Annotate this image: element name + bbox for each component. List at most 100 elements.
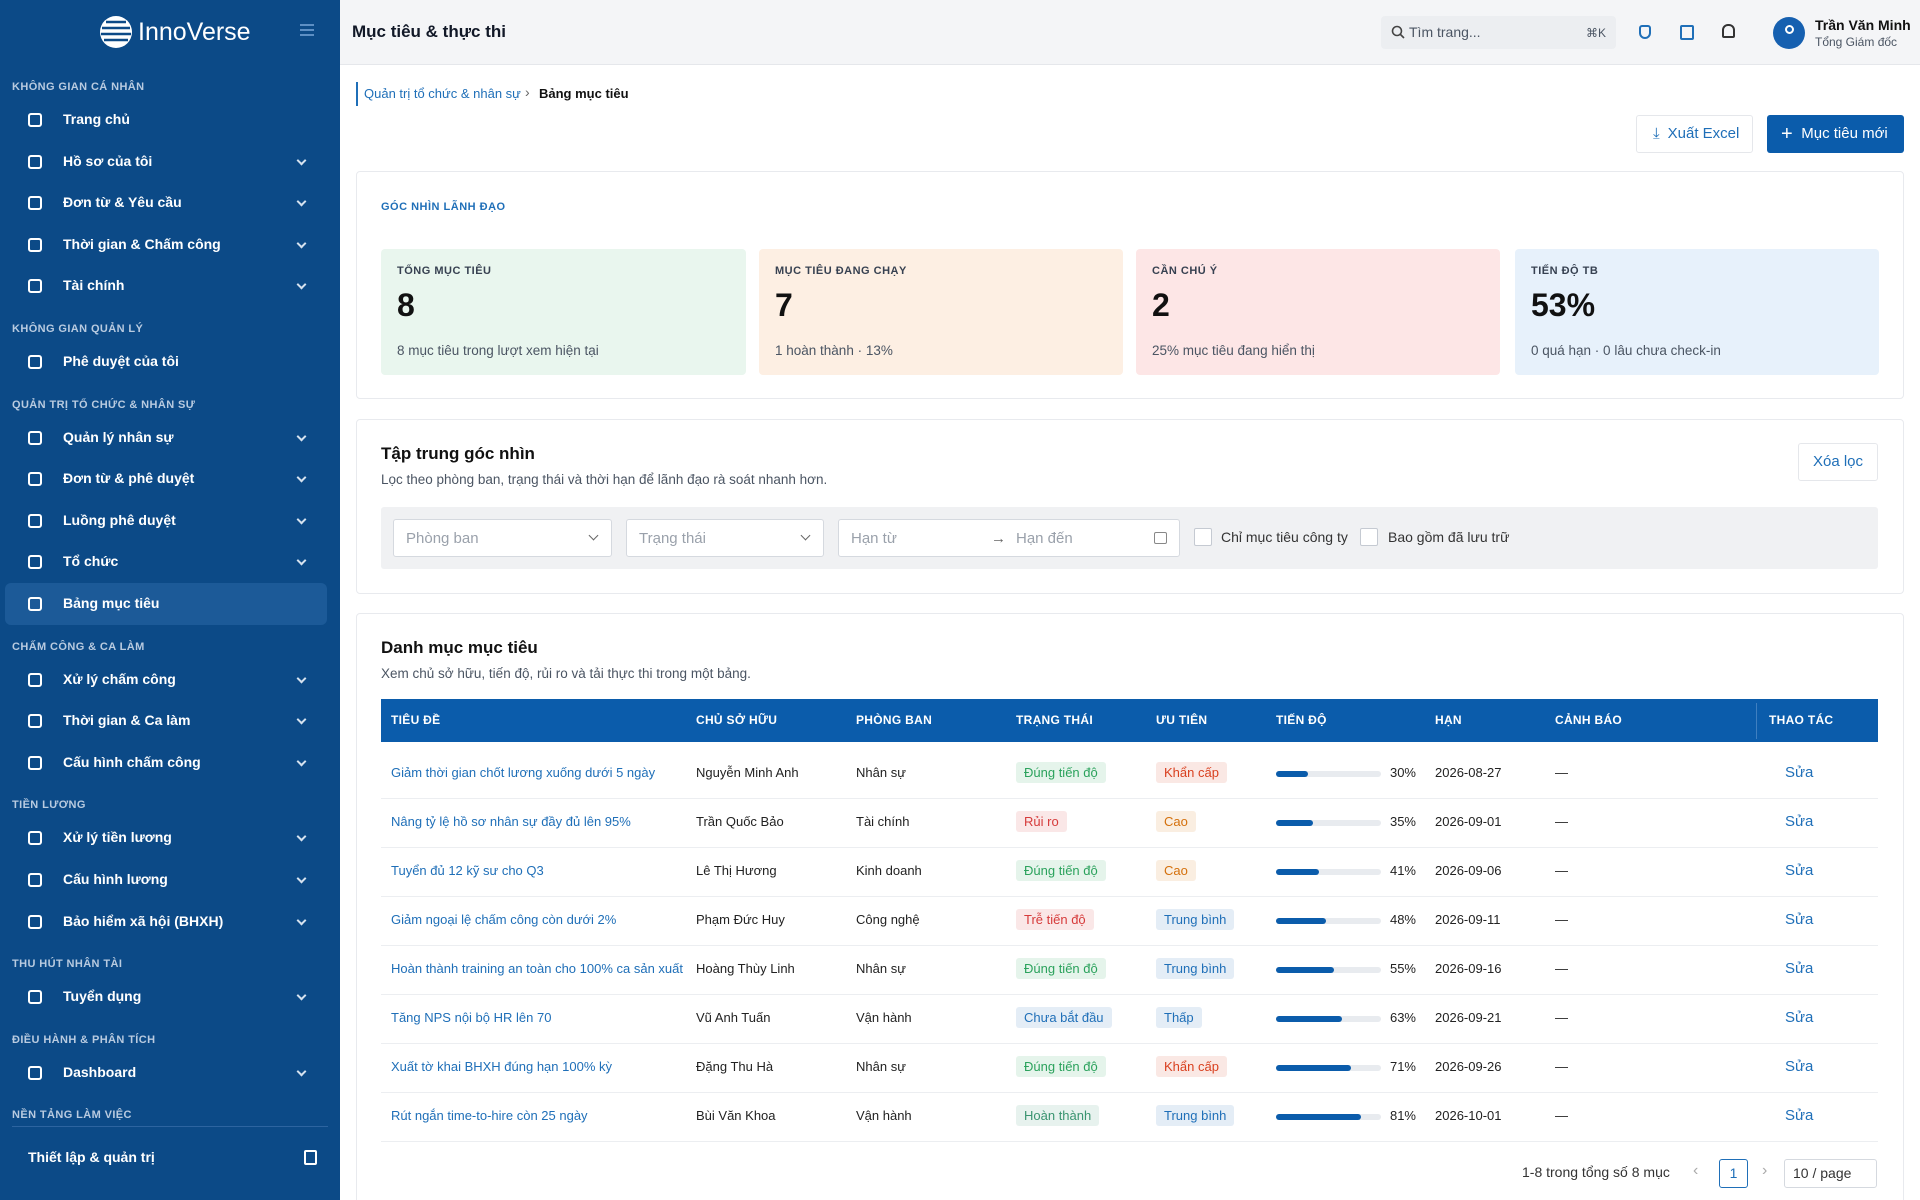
- edit-link[interactable]: Sửa: [1785, 1058, 1814, 1075]
- priority-pill: Cao: [1156, 811, 1196, 832]
- section-label: TIỀN LƯƠNG: [12, 799, 86, 812]
- edit-link[interactable]: Sửa: [1785, 911, 1814, 928]
- nav-icon: [28, 472, 42, 487]
- nav-label: Quản lý nhân sự: [63, 428, 174, 445]
- bell-icon[interactable]: [1722, 24, 1735, 38]
- filter-subtitle: Lọc theo phòng ban, trạng thái và thời h…: [381, 472, 828, 487]
- edit-link[interactable]: Sửa: [1785, 764, 1814, 781]
- nav-item[interactable]: Bảng mục tiêu: [5, 582, 327, 625]
- goal-title[interactable]: Giảm thời gian chốt lương xuống dưới 5 n…: [391, 765, 656, 780]
- department-select[interactable]: Phòng ban: [393, 519, 612, 557]
- owner: Trần Quốc Bảo: [696, 814, 784, 829]
- nav-label: Bảo hiểm xã hội (BHXH): [63, 912, 224, 929]
- menu-toggle[interactable]: [300, 24, 314, 36]
- table-subtitle: Xem chủ sở hữu, tiến độ, rủi ro và tải t…: [381, 666, 751, 681]
- goal-title[interactable]: Giảm ngoại lệ chấm công còn dưới 2%: [391, 912, 617, 927]
- checkbox[interactable]: [1360, 528, 1378, 546]
- nav-icon: [28, 430, 42, 445]
- calendar-icon: [1154, 532, 1167, 544]
- nav-label: Cấu hình chấm công: [63, 753, 201, 770]
- nav-item[interactable]: Thời gian & Ca làm: [5, 700, 327, 742]
- nav-item[interactable]: Phê duyệt của tôi: [5, 341, 327, 383]
- page-button[interactable]: 1: [1719, 1159, 1748, 1188]
- nav-label: Bảng mục tiêu: [63, 594, 160, 611]
- goal-title[interactable]: Tuyển đủ 12 kỹ sư cho Q3: [391, 863, 544, 878]
- edit-link[interactable]: Sửa: [1785, 1009, 1814, 1026]
- nav-label: Xử lý tiền lương: [63, 829, 172, 846]
- export-button[interactable]: ⤓ Xuất Excel: [1636, 115, 1753, 153]
- goal-title[interactable]: Xuất tờ khai BHXH đúng hạn 100% kỳ: [391, 1059, 612, 1074]
- note-icon[interactable]: [1680, 25, 1694, 40]
- date-to: Hạn đến: [1016, 530, 1073, 547]
- nav-label: Hồ sơ của tôi: [63, 152, 153, 169]
- warning: —: [1555, 814, 1568, 829]
- edit-link[interactable]: Sửa: [1785, 813, 1814, 830]
- overview-title: GÓC NHÌN LÃNH ĐẠO: [381, 201, 506, 213]
- goal-title[interactable]: Tăng NPS nội bộ HR lên 70: [391, 1010, 552, 1025]
- nav-item[interactable]: Xử lý chấm công: [5, 659, 327, 701]
- nav-item[interactable]: Xử lý tiền lương: [5, 817, 327, 859]
- priority-pill: Trung bình: [1156, 1105, 1235, 1126]
- nav: KHÔNG GIAN CÁ NHÂN Trang chủ Hồ sơ của tôi…: [0, 65, 340, 1127]
- nav-label: Xử lý chấm công: [63, 670, 176, 687]
- breadcrumb-link[interactable]: Quản trị tổ chức & nhân sự: [364, 86, 521, 101]
- kpi-value: 8: [397, 287, 415, 323]
- prev-page[interactable]: ‹: [1693, 1162, 1699, 1179]
- progress-bar: [1276, 918, 1327, 924]
- nav-item[interactable]: Tài chính: [5, 265, 327, 307]
- pin-icon[interactable]: [1639, 25, 1651, 39]
- status-pill: Đúng tiến độ: [1016, 762, 1106, 783]
- section-label: ĐIỀU HÀNH & PHÂN TÍCH: [12, 1033, 156, 1046]
- edit-link[interactable]: Sửa: [1785, 862, 1814, 879]
- avatar[interactable]: [1773, 17, 1805, 49]
- edit-link[interactable]: Sửa: [1785, 1107, 1814, 1124]
- priority-pill: Trung bình: [1156, 958, 1235, 979]
- goal-title[interactable]: Rút ngắn time-to-hire còn 25 ngày: [391, 1108, 588, 1123]
- nav-item[interactable]: Tổ chức: [5, 541, 327, 583]
- department-placeholder: Phòng ban: [406, 530, 479, 547]
- nav-item[interactable]: Hồ sơ của tôi: [5, 141, 327, 183]
- department: Kinh doanh: [856, 863, 922, 878]
- priority-pill: Thấp: [1156, 1007, 1202, 1028]
- nav-icon: [28, 1065, 42, 1080]
- brand: InnoVerse: [138, 18, 251, 46]
- nav-item[interactable]: Trang chủ: [5, 99, 327, 141]
- department: Nhân sự: [856, 1059, 906, 1074]
- table-title: Danh mục mục tiêu: [381, 638, 538, 657]
- warning: —: [1555, 863, 1568, 878]
- nav-icon: [28, 154, 42, 169]
- date-range[interactable]: Hạn từ → Hạn đến: [838, 519, 1180, 557]
- page-size[interactable]: 10 / page: [1784, 1159, 1877, 1188]
- status-pill: Trễ tiến độ: [1016, 909, 1094, 930]
- nav-item[interactable]: Đơn từ & Yêu cầu: [5, 182, 327, 224]
- row-divider: [381, 896, 1878, 897]
- nav-item[interactable]: Quản lý nhân sự: [5, 417, 327, 459]
- export-label: Xuất Excel: [1667, 125, 1740, 142]
- nav-item[interactable]: Cấu hình lương: [5, 859, 327, 901]
- column-divider: [1756, 703, 1757, 739]
- owner: Bùi Văn Khoa: [696, 1108, 776, 1123]
- next-page[interactable]: ›: [1762, 1162, 1768, 1179]
- goal-title[interactable]: Hoàn thành training an toàn cho 100% ca …: [391, 961, 683, 976]
- nav-icon: [28, 113, 42, 127]
- sidebar: InnoVerse KHÔNG GIAN CÁ NHÂN Trang chủ Hồ …: [0, 0, 340, 1200]
- goal-title[interactable]: Nâng tỷ lệ hồ sơ nhân sự đầy đủ lên 95%: [391, 814, 631, 829]
- nav-item[interactable]: Bảo hiểm xã hội (BHXH): [5, 901, 327, 943]
- clear-button[interactable]: Xóa lọc: [1798, 443, 1878, 481]
- nav-item[interactable]: Thời gian & Chấm công: [5, 224, 327, 266]
- nav-item[interactable]: Dashboard: [5, 1052, 327, 1094]
- edit-link[interactable]: Sửa: [1785, 960, 1814, 977]
- nav-item[interactable]: Đơn từ & phê duyệt: [5, 458, 327, 500]
- owner: Hoàng Thùy Linh: [696, 961, 795, 976]
- nav-item[interactable]: Cấu hình chấm công: [5, 742, 327, 784]
- settings-link[interactable]: Thiết lập & quản trị: [28, 1149, 155, 1165]
- status-select[interactable]: Trạng thái: [626, 519, 824, 557]
- search-box[interactable]: Tìm trang... ⌘K: [1381, 16, 1616, 49]
- checkbox[interactable]: [1194, 528, 1212, 546]
- nav-item[interactable]: Tuyển dụng: [5, 976, 327, 1018]
- nav-item[interactable]: Luồng phê duyệt: [5, 500, 327, 542]
- progress-label: 35%: [1389, 814, 1416, 829]
- kpi-label: CẦN CHÚ Ý: [1152, 265, 1218, 277]
- progress-label: 30%: [1389, 765, 1416, 780]
- create-button[interactable]: + Mục tiêu mới: [1767, 115, 1904, 153]
